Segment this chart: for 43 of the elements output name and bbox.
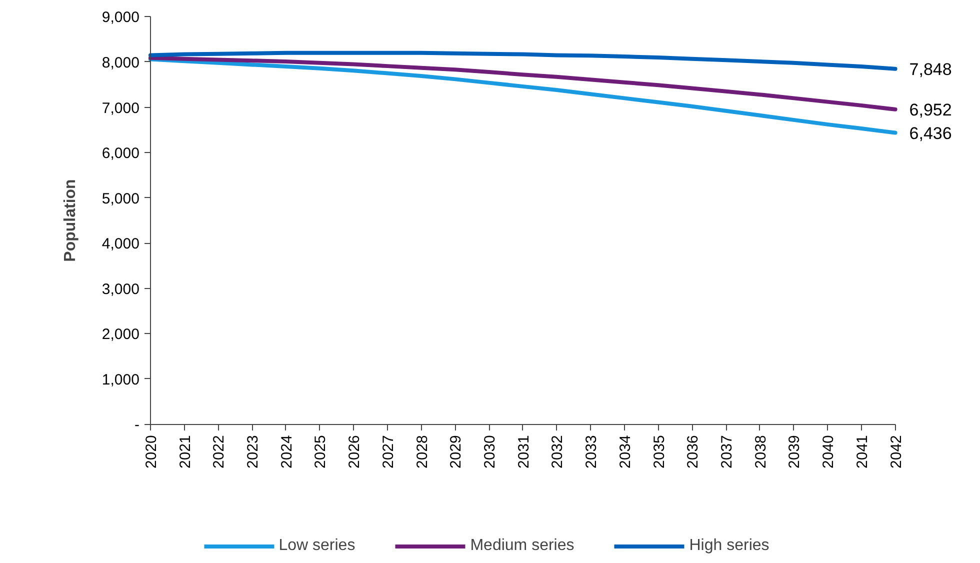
x-tick-label: 2035 — [650, 435, 668, 468]
y-tick-label: 9,000 — [102, 9, 140, 26]
y-tick-label: 6,000 — [102, 145, 140, 162]
line-series — [148, 57, 898, 135]
y-axis-title: Population — [62, 179, 79, 262]
x-tick-label: 2029 — [448, 435, 465, 468]
y-tick-label: 2,000 — [102, 326, 140, 344]
line-series — [148, 56, 898, 112]
x-tick-label: 2031 — [515, 435, 532, 468]
y-tick-label: - — [134, 416, 140, 434]
x-tick-label: 2022 — [210, 435, 228, 468]
x-tick-label: 2039 — [786, 435, 804, 468]
legend-label: Medium series — [470, 537, 574, 555]
x-tick-label: 2038 — [752, 435, 770, 468]
x-tick-label: 2027 — [380, 435, 397, 468]
data-label: 6,436 — [909, 124, 952, 143]
x-tick-label: 2034 — [616, 435, 634, 468]
x-tick-label: 2020 — [142, 435, 160, 468]
y-tick-label: 3,000 — [102, 280, 140, 298]
legend-label: High series — [689, 537, 770, 555]
x-tick-label: 2028 — [414, 435, 431, 468]
x-tick-label: 2023 — [244, 435, 262, 468]
x-tick-label: 2032 — [549, 435, 566, 468]
x-tick-label: 2024 — [278, 435, 296, 468]
data-label: 6,952 — [909, 100, 952, 120]
x-tick-label: 2037 — [718, 435, 736, 468]
y-tick-label: 8,000 — [102, 54, 140, 72]
x-tick-label: 2030 — [482, 435, 499, 468]
legend-label: Low series — [278, 537, 356, 555]
y-tick-label: 4,000 — [102, 236, 140, 253]
line-series — [148, 50, 898, 71]
x-tick-label: 2026 — [346, 435, 364, 468]
x-tick-label: 2036 — [684, 435, 702, 468]
x-tick-label: 2041 — [854, 435, 871, 468]
data-label: 7,848 — [909, 60, 952, 79]
x-tick-label: 2025 — [312, 435, 330, 468]
x-tick-label: 2040 — [820, 435, 838, 468]
x-tick-label: 2021 — [176, 435, 194, 468]
x-tick-label: 2042 — [888, 435, 905, 468]
y-tick-label: 5,000 — [102, 190, 140, 208]
x-tick-label: 2033 — [583, 435, 600, 468]
y-tick-label: 7,000 — [102, 100, 140, 117]
y-tick-label: 1,000 — [102, 371, 140, 388]
